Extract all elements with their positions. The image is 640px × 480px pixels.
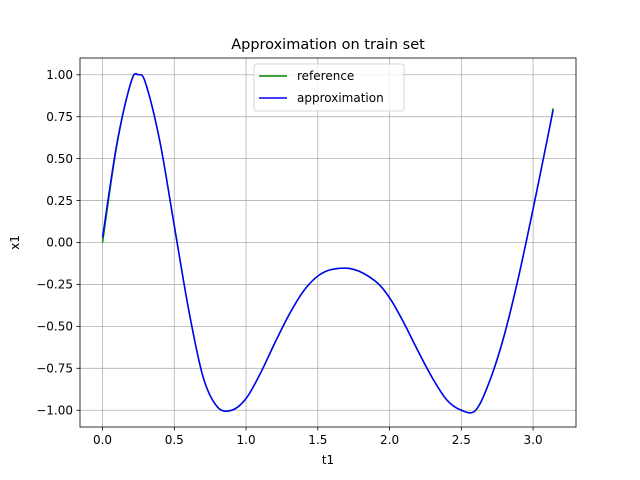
y-tick-label: −0.25 — [36, 278, 73, 292]
y-tick-label: 0.25 — [46, 194, 73, 208]
x-tick-label: 3.0 — [524, 433, 543, 447]
x-tick-label: 1.5 — [308, 433, 327, 447]
y-tick-label: 0.50 — [46, 152, 73, 166]
y-tick-label: −1.00 — [36, 403, 73, 417]
y-tick-label: 1.00 — [46, 68, 73, 82]
chart-title: Approximation on train set — [231, 37, 425, 53]
y-tick-label: 0.75 — [46, 110, 73, 124]
legend-label-approximation: approximation — [297, 91, 384, 105]
legend: reference approximation — [253, 63, 405, 112]
x-tick-label: 0.5 — [165, 433, 184, 447]
legend-label-reference: reference — [297, 69, 354, 83]
y-tick-label: −0.50 — [36, 320, 73, 334]
x-tick-label: 1.0 — [237, 433, 256, 447]
x-tick-label: 2.0 — [380, 433, 399, 447]
x-tick-label: 2.5 — [452, 433, 471, 447]
axis-ticks: 0.0 0.5 1.0 1.5 2.0 2.5 3.0 −1.00 −0.75 −0.50 −0.2… — [36, 68, 542, 447]
y-tick-label: 0.00 — [46, 236, 73, 250]
series-lines — [101, 72, 554, 414]
x-tick-label: 0.0 — [93, 433, 112, 447]
reference-series-line — [101, 72, 554, 414]
y-axis-label: x1 — [8, 235, 22, 250]
legend-box — [253, 63, 405, 112]
y-tick-label: −0.75 — [36, 361, 73, 375]
approximation-series-line — [101, 72, 554, 414]
x-axis-label: t1 — [322, 453, 334, 467]
grid — [80, 58, 576, 427]
